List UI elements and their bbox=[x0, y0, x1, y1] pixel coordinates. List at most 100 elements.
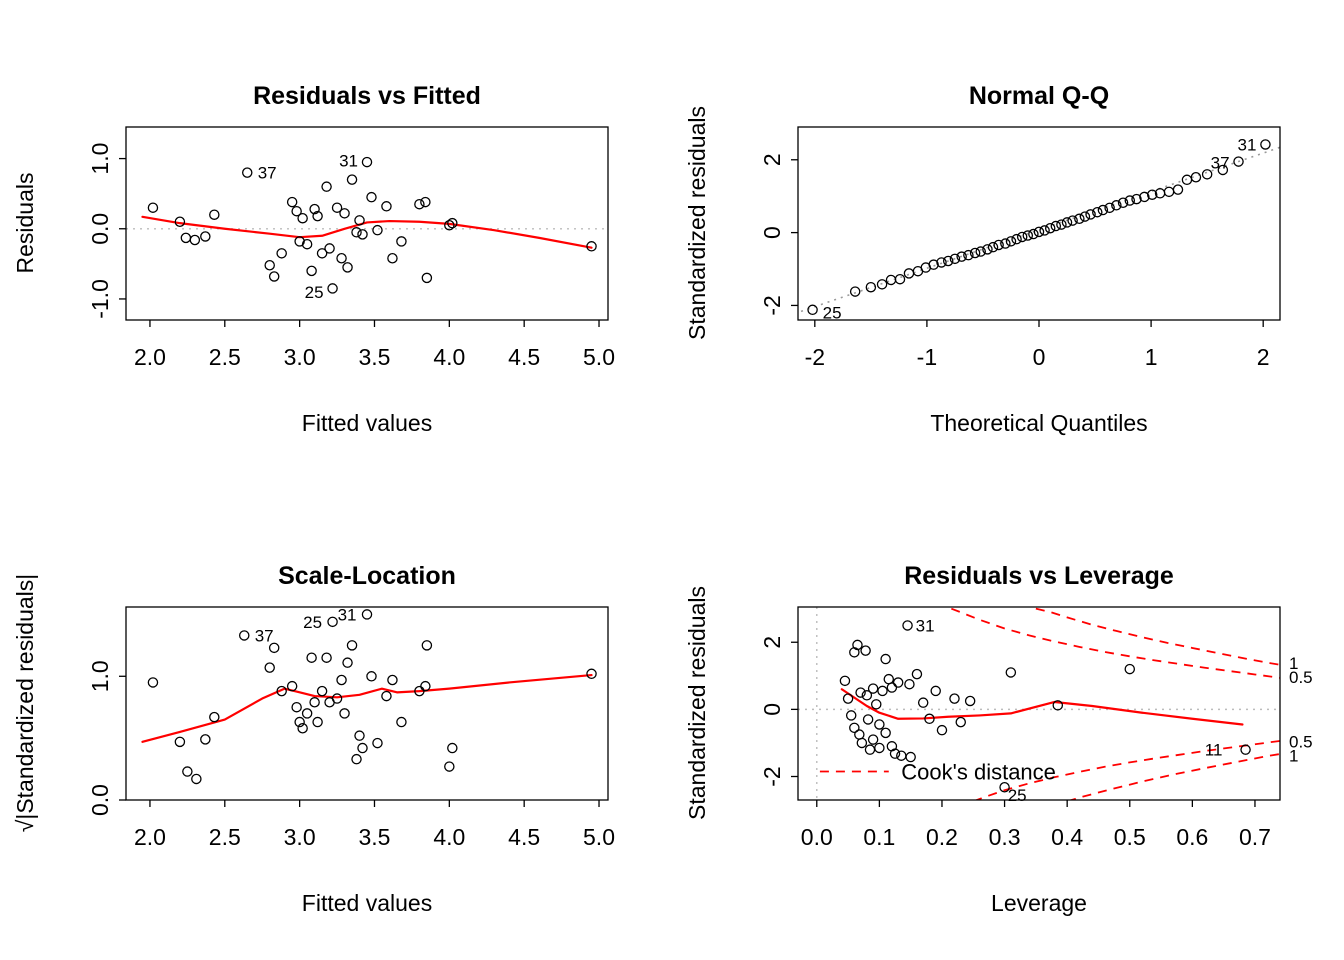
data-point bbox=[301, 708, 313, 719]
data-point bbox=[264, 260, 275, 271]
data-point bbox=[1022, 230, 1034, 241]
data-point bbox=[1111, 200, 1122, 211]
data-point bbox=[357, 229, 368, 240]
x-tick-label: 0.3 bbox=[989, 824, 1021, 850]
x-axis-label: Theoretical Quantiles bbox=[930, 410, 1148, 436]
data-point bbox=[351, 753, 362, 765]
x-tick-label: 1 bbox=[1145, 344, 1158, 370]
smooth-line bbox=[141, 673, 593, 743]
data-point bbox=[361, 156, 373, 168]
y-tick-label: -2 bbox=[759, 295, 785, 315]
data-point bbox=[969, 247, 981, 259]
data-point bbox=[902, 620, 913, 631]
data-point bbox=[1124, 195, 1136, 206]
data-point bbox=[886, 682, 898, 693]
data-point bbox=[892, 677, 904, 688]
data-point bbox=[1005, 667, 1017, 678]
y-axis-label: Standardized residuals bbox=[684, 586, 710, 820]
data-point bbox=[864, 744, 876, 755]
data-point bbox=[286, 196, 298, 208]
data-point bbox=[331, 202, 343, 213]
y-tick-label: 2 bbox=[759, 153, 785, 166]
data-point bbox=[1016, 231, 1028, 243]
data-point bbox=[870, 699, 882, 710]
x-tick-label: 4.0 bbox=[433, 824, 465, 850]
data-point bbox=[200, 231, 211, 242]
panel-residuals-vs-fitted: 37 31 25 2.0 2.5 3.0 3.5 4.0 4.5 5.0 -1.0 0.0 1.0 Re… bbox=[0, 0, 672, 480]
data-point bbox=[1005, 236, 1017, 247]
data-point bbox=[1117, 197, 1129, 208]
data-point bbox=[354, 215, 365, 226]
point-label: 31 bbox=[1238, 135, 1257, 154]
x-tick-label: 0.2 bbox=[926, 824, 958, 850]
data-point bbox=[396, 236, 407, 247]
residuals-vs-fitted-canvas: 37 31 25 2.0 2.5 3.0 3.5 4.0 4.5 5.0 -1.0 0.0 1.0 bbox=[87, 126, 615, 370]
data-point bbox=[421, 272, 433, 284]
x-tick-label: -1 bbox=[917, 344, 937, 370]
data-point bbox=[316, 248, 328, 259]
x-tick-label: 2.5 bbox=[209, 824, 241, 850]
data-point bbox=[309, 203, 320, 215]
data-point bbox=[1097, 204, 1109, 216]
y-tick-label: 0.0 bbox=[87, 213, 113, 245]
data-point bbox=[845, 710, 857, 721]
chart-title: Scale-Location bbox=[278, 562, 456, 590]
data-point bbox=[174, 216, 186, 227]
y-tick-label: -1.0 bbox=[87, 279, 113, 319]
data-point bbox=[209, 711, 220, 723]
points-group bbox=[807, 139, 1271, 316]
data-point bbox=[191, 773, 202, 785]
data-point bbox=[880, 653, 891, 665]
data-point bbox=[1190, 172, 1202, 183]
data-point bbox=[1104, 202, 1115, 214]
data-point bbox=[975, 246, 986, 257]
data-point bbox=[372, 737, 383, 749]
data-point bbox=[865, 281, 877, 293]
data-point bbox=[807, 304, 818, 316]
data-point bbox=[894, 273, 906, 285]
data-point bbox=[381, 201, 392, 212]
data-point bbox=[1067, 215, 1078, 226]
data-point bbox=[276, 248, 287, 259]
x-tick-label: 2.0 bbox=[134, 344, 166, 370]
chart-title: Normal Q-Q bbox=[968, 82, 1110, 110]
data-point bbox=[1260, 139, 1271, 150]
data-point bbox=[366, 191, 377, 203]
data-point bbox=[327, 616, 338, 628]
x-tick-label: 0.6 bbox=[1176, 824, 1208, 850]
x-tick-label: 0.4 bbox=[1051, 824, 1083, 850]
cook-distance-contour bbox=[951, 607, 1280, 679]
data-point bbox=[867, 734, 879, 745]
data-point bbox=[1052, 700, 1064, 711]
cook-distance-contour bbox=[1068, 753, 1280, 800]
data-point bbox=[949, 253, 961, 265]
data-point bbox=[414, 198, 425, 210]
data-point bbox=[324, 243, 335, 254]
data-point bbox=[294, 236, 305, 247]
data-point bbox=[336, 674, 347, 686]
data-point bbox=[999, 781, 1010, 793]
cook-contour-label: 1 bbox=[1289, 747, 1298, 766]
data-point bbox=[956, 251, 967, 262]
data-point bbox=[1074, 213, 1085, 225]
x-tick-label: 3.0 bbox=[284, 344, 316, 370]
data-point bbox=[1092, 206, 1103, 218]
data-point bbox=[942, 255, 954, 267]
data-point bbox=[239, 630, 250, 641]
y-tick-label: 0 bbox=[759, 703, 785, 716]
data-point bbox=[346, 174, 358, 185]
data-point bbox=[586, 241, 597, 252]
y-axis-label: √|Standardized residuals| bbox=[12, 573, 38, 833]
y-tick-label: 0 bbox=[759, 226, 785, 239]
data-point bbox=[182, 766, 193, 777]
cooks-distance-legend-label: Cook's distance bbox=[901, 759, 1056, 784]
data-point bbox=[209, 209, 220, 220]
scale-location-canvas: 37 25 31 2.0 2.5 3.0 3.5 4.0 4.5 5.0 0.0 1.0 bbox=[87, 605, 615, 850]
plot-box bbox=[797, 126, 1281, 321]
point-label: 25 bbox=[1008, 786, 1027, 805]
data-point bbox=[264, 662, 275, 673]
data-point bbox=[381, 690, 392, 702]
x-tick-label: 4.5 bbox=[508, 344, 540, 370]
x-tick-label: 3.0 bbox=[284, 824, 316, 850]
data-point bbox=[354, 730, 365, 741]
